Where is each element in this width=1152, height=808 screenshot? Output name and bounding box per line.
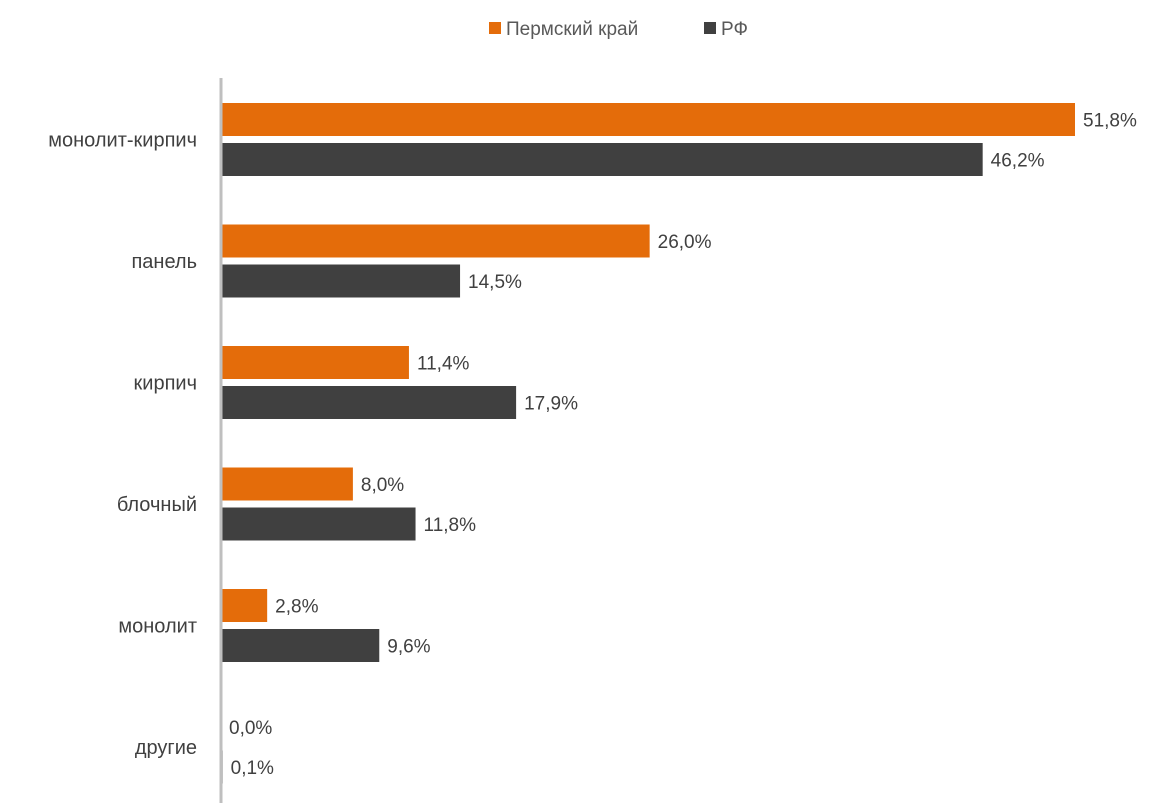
legend-swatch: [704, 22, 716, 34]
bar-perm: [221, 467, 353, 501]
legend-swatch: [489, 22, 501, 34]
data-label: 0,1%: [231, 758, 274, 779]
bar-perm: [221, 224, 650, 258]
legend: Пермский край РФ: [489, 19, 748, 40]
data-label: 51,8%: [1083, 111, 1137, 132]
legend-item-1: РФ: [704, 19, 748, 40]
bar-rf: [221, 629, 380, 662]
category-label: кирпич: [134, 373, 197, 395]
legend-item-0: Пермский край: [489, 19, 638, 40]
data-label: 2,8%: [275, 597, 318, 618]
data-label: 9,6%: [387, 637, 430, 658]
data-label: 14,5%: [468, 272, 522, 293]
bar-rf: [221, 507, 416, 541]
bar-perm: [221, 103, 1075, 136]
data-label: 17,9%: [524, 394, 578, 415]
bar-perm: [221, 346, 409, 379]
category-label: панель: [131, 251, 197, 273]
category-label: другие: [135, 737, 197, 759]
legend-label: Пермский край: [506, 19, 638, 40]
data-label: 11,4%: [417, 354, 470, 375]
data-label: 11,8%: [424, 515, 477, 536]
data-label: 8,0%: [361, 475, 404, 496]
category-label: монолит: [118, 616, 197, 638]
data-label: 46,2%: [991, 151, 1045, 172]
category-label: монолит-кирпич: [48, 130, 197, 152]
data-label: 26,0%: [658, 232, 712, 253]
bar-rf: [221, 264, 461, 298]
data-label: 0,0%: [229, 718, 272, 739]
bar-rf: [221, 386, 517, 419]
category-label: блочный: [117, 494, 197, 516]
legend-label: РФ: [721, 19, 748, 40]
bar-rf: [221, 143, 983, 176]
bar-perm: [221, 589, 268, 622]
